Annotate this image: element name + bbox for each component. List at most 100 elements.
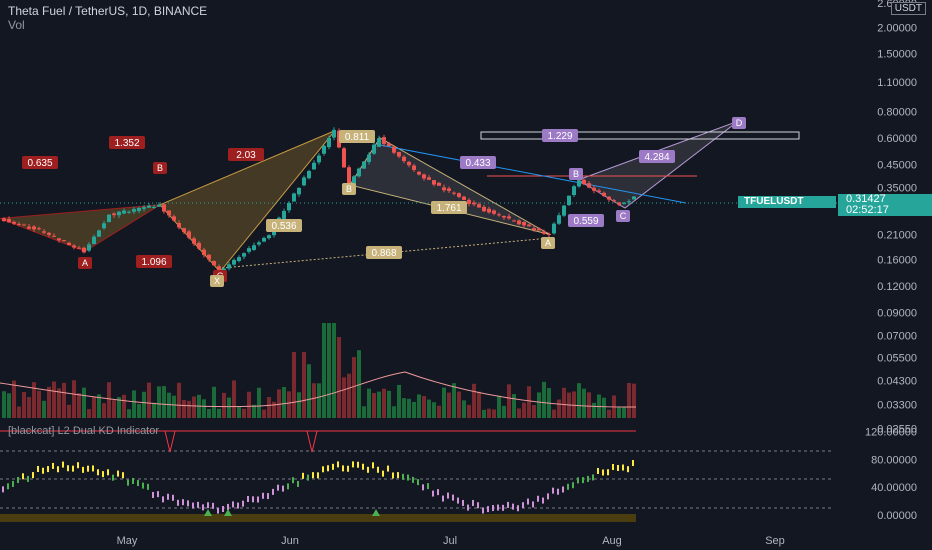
indicator-title: [blackcat] L2 Dual KD Indicator: [8, 425, 160, 437]
candle-body: [187, 231, 191, 238]
candle-body: [447, 188, 451, 191]
kd-dot: [472, 499, 474, 506]
kd-dot: [147, 483, 149, 490]
volume-ma-line: [0, 371, 637, 408]
kd-dot: [122, 472, 124, 479]
kd-dot: [412, 476, 414, 483]
kd-dot: [487, 506, 489, 513]
candle-body: [97, 230, 101, 237]
volume-bar: [292, 351, 296, 418]
volume-bar: [492, 409, 496, 418]
candle-body: [372, 144, 376, 154]
kd-dot: [327, 465, 329, 472]
kd-dot: [422, 484, 424, 491]
candle-body: [22, 224, 26, 226]
volume-bar: [312, 383, 316, 418]
volume-bar: [282, 387, 286, 418]
kd-dot: [497, 504, 499, 511]
volume-bar: [127, 409, 131, 418]
candle-body: [492, 210, 496, 214]
candle-body: [242, 253, 246, 257]
kd-dot: [502, 504, 504, 511]
volume-bar: [587, 392, 591, 418]
volume-bar: [287, 391, 291, 418]
price-tick-label: 0.80000: [877, 107, 917, 119]
ratio-label-box: [22, 156, 58, 169]
kd-dot: [67, 465, 69, 472]
candle-body: [107, 214, 111, 223]
kd-dot: [392, 472, 394, 479]
volume-bar: [82, 387, 86, 418]
volume-bar: [607, 409, 611, 418]
kd-dot: [352, 461, 354, 468]
volume-bar: [387, 390, 391, 418]
volume-bar: [67, 404, 71, 418]
candle-body: [207, 254, 211, 260]
kd-dot: [382, 470, 384, 477]
time-tick-label: Jun: [281, 535, 299, 547]
kd-dot: [617, 464, 619, 471]
kd-dot: [362, 463, 364, 470]
kd-dot: [312, 472, 314, 479]
ratio-labels: 0.635 1.352 2.03 0.811 0.536 1.096 0.868 1.761 0…: [22, 117, 746, 287]
volume-bar: [307, 364, 311, 418]
kd-dot: [227, 503, 229, 510]
volume-bar: [552, 409, 556, 418]
point-label: B: [573, 169, 579, 179]
candle-body: [512, 220, 516, 222]
volume-bar: [477, 391, 481, 418]
indicator-tick-label: 40.00000: [871, 482, 917, 494]
kd-dot: [627, 466, 629, 473]
candle-body: [327, 137, 331, 148]
point-label-box: [732, 117, 746, 129]
kd-dot: [207, 502, 209, 509]
kd-dot: [12, 480, 14, 487]
kd-dot: [57, 466, 59, 473]
point-label: B: [157, 163, 163, 173]
volume-bar: [622, 406, 626, 418]
kd-dot: [552, 487, 554, 494]
kd-dot: [572, 482, 574, 489]
candle-body: [577, 180, 581, 187]
kd-dot: [167, 493, 169, 500]
candle-body: [367, 154, 371, 163]
candle-body: [382, 137, 386, 144]
indicator-tick-label: 0.00000: [877, 510, 917, 522]
candle-body: [122, 210, 126, 214]
candle-body: [282, 210, 286, 219]
kd-dot: [387, 465, 389, 472]
volume-bar: [337, 337, 341, 418]
volume-bar: [277, 389, 281, 418]
kd-dot: [357, 461, 359, 468]
candle-body: [2, 218, 6, 222]
price-tick-label: 0.45000: [877, 159, 917, 171]
kd-dot: [522, 502, 524, 509]
candle-body: [72, 245, 76, 248]
ratio-label-box: [339, 130, 375, 143]
volume-bar: [422, 396, 426, 418]
kd-buy-signal: [224, 509, 232, 516]
volume-bar: [37, 390, 41, 418]
kd-dot: [287, 483, 289, 490]
candle-body: [522, 221, 526, 226]
ratio-label: 0.536: [271, 221, 296, 232]
kd-dot: [507, 501, 509, 508]
volume-bar: [27, 397, 31, 418]
point-label-box: [541, 237, 555, 249]
candle-body: [332, 129, 336, 138]
candle-body: [317, 155, 321, 163]
volume-bar: [22, 392, 26, 418]
candle-body: [127, 211, 131, 213]
kd-dot: [257, 496, 259, 503]
volume-bar: [357, 350, 361, 418]
kd-dot: [202, 504, 204, 511]
currency-unit-button[interactable]: USDT: [890, 2, 926, 15]
indicator-tick-label: 120.00000: [865, 427, 917, 439]
kd-dot: [137, 480, 139, 487]
candle-body: [177, 222, 181, 228]
kd-dot: [262, 492, 264, 499]
ticker-label: TFUELUSDT: [738, 196, 836, 208]
candle-body: [237, 257, 241, 261]
volume-bar: [112, 400, 116, 418]
kd-dot: [492, 505, 494, 512]
